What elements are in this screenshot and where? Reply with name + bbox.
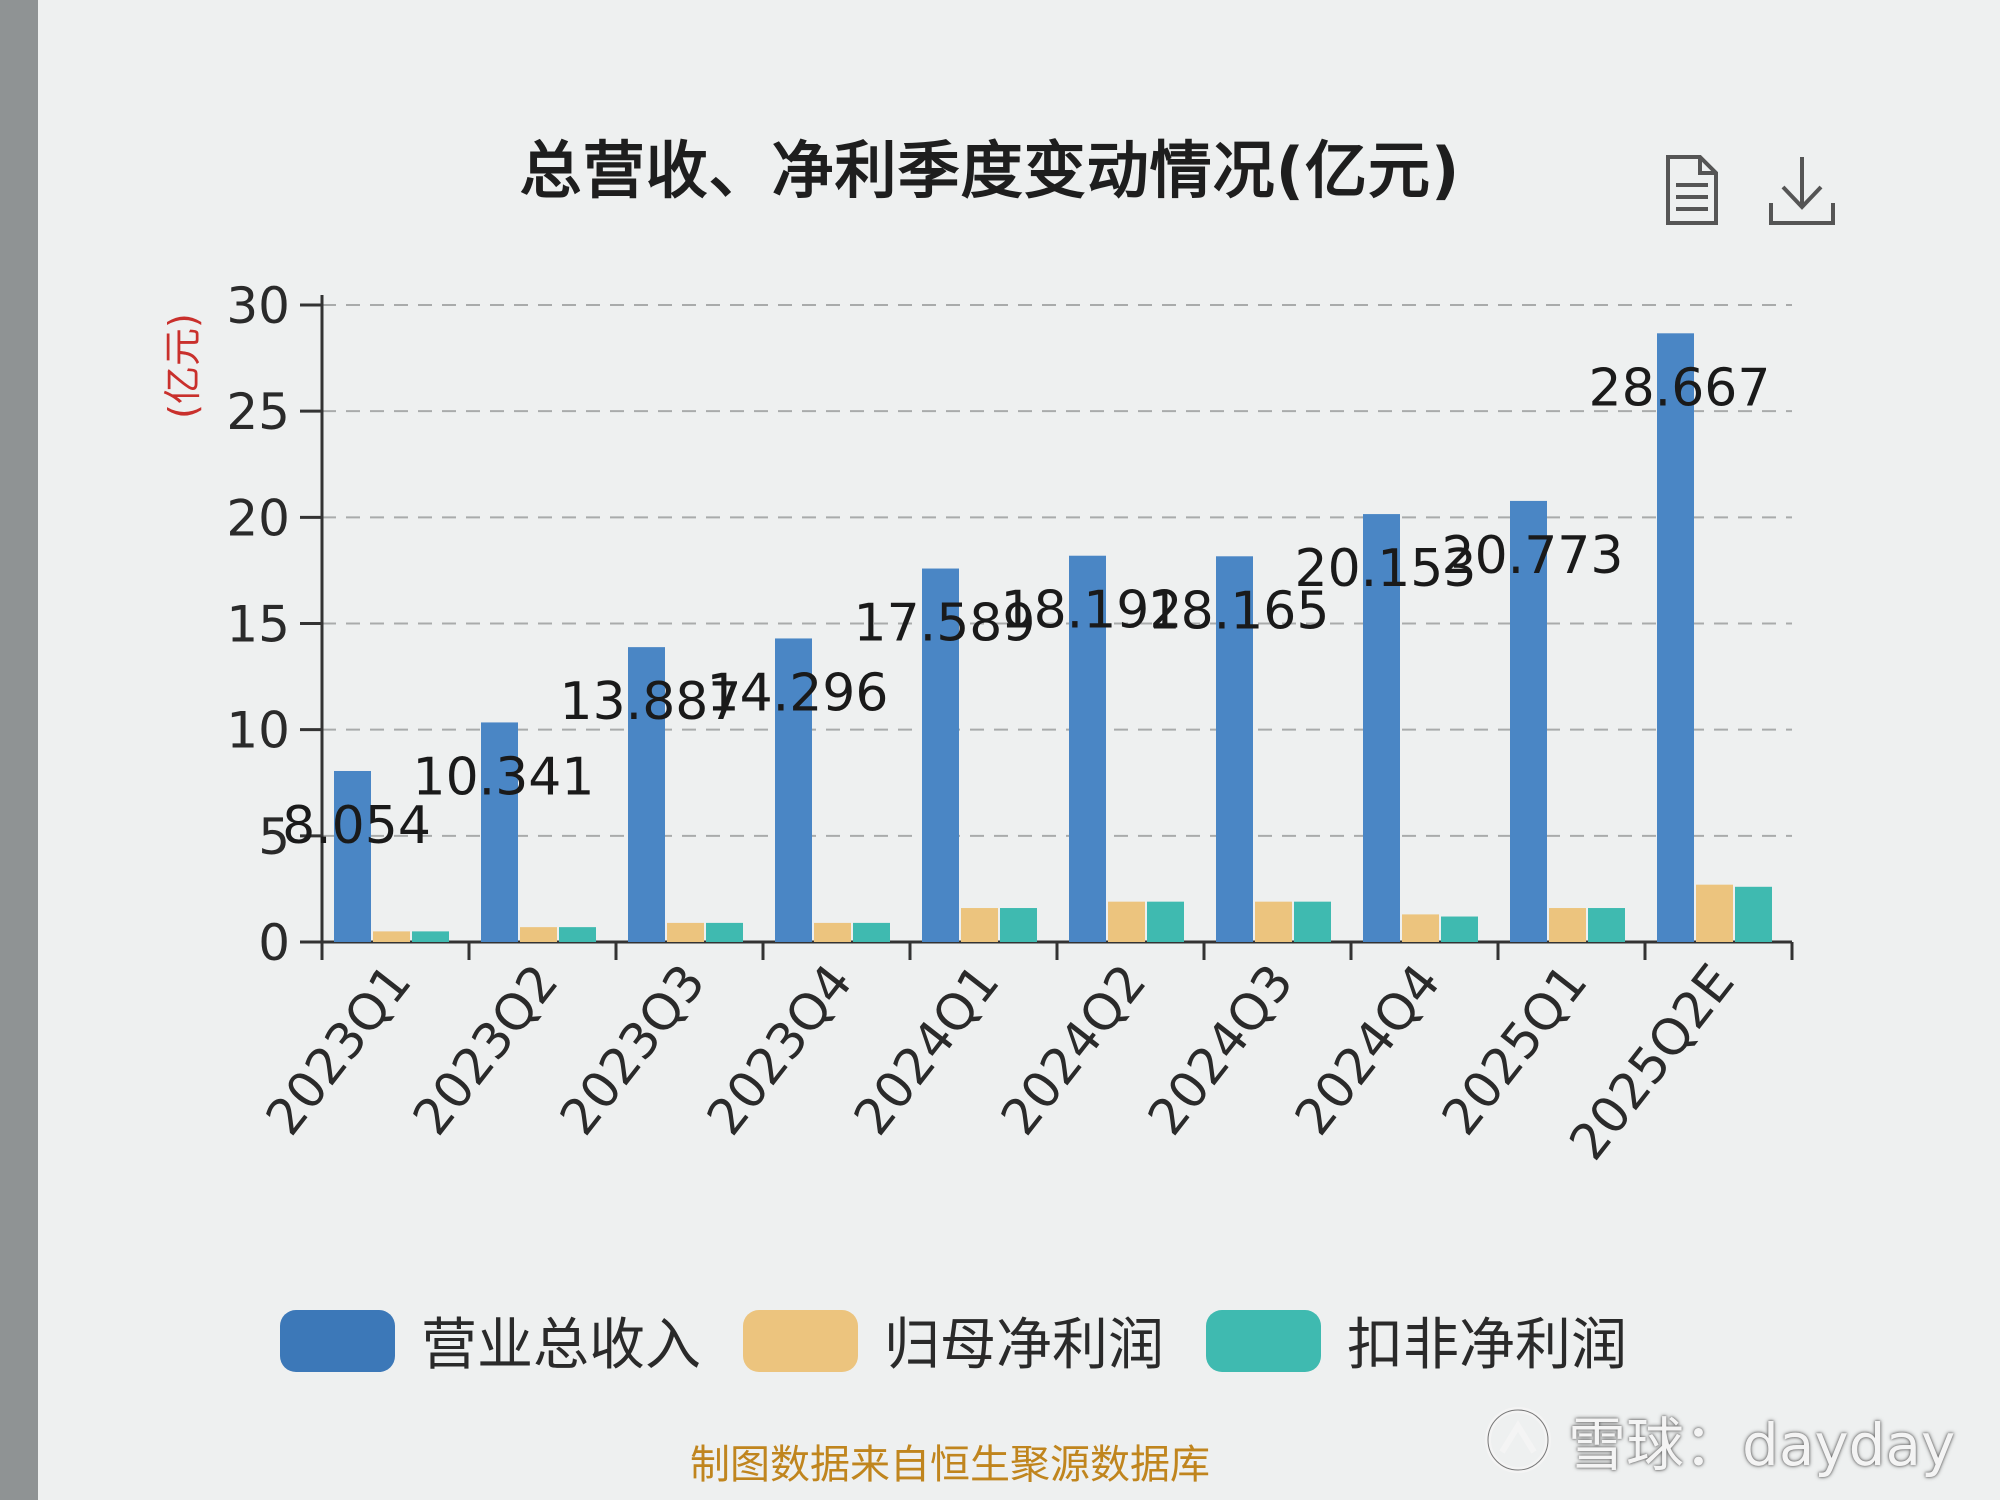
bar-deducted-profit	[1588, 908, 1625, 942]
data-label: 20.773	[1442, 526, 1624, 586]
bar-revenue	[775, 638, 812, 942]
y-tick-label: 0	[258, 914, 290, 972]
bar-net-profit	[373, 931, 410, 942]
source-note: 制图数据来自恒生聚源数据库	[690, 1442, 1210, 1488]
legend-label-revenue: 营业总收入	[421, 1313, 701, 1378]
data-label: 10.341	[413, 747, 595, 807]
watermark-text: 雪球：dayday	[1568, 1411, 1956, 1479]
download-icon	[1769, 157, 1835, 225]
x-tick-label: 2024Q1	[843, 954, 1011, 1146]
snowball-logo-icon	[1485, 1407, 1551, 1473]
bar-revenue	[1069, 555, 1106, 942]
bar-net-profit	[667, 922, 704, 942]
y-tick-label: 25	[226, 383, 290, 441]
legend: 营业总收入 归母净利润 扣非净利润	[280, 1300, 1669, 1381]
bar-deducted-profit	[1294, 901, 1331, 942]
bar-revenue	[628, 647, 665, 942]
bar-revenue	[1363, 514, 1400, 942]
x-tick-label: 2023Q2	[402, 954, 570, 1146]
bar-net-profit	[814, 922, 851, 942]
data-label: 20.153	[1295, 539, 1477, 599]
bar-net-profit	[520, 927, 557, 942]
data-label: 18.165	[1148, 581, 1330, 641]
data-label: 13.887	[560, 672, 742, 732]
bar-deducted-profit	[1147, 901, 1184, 942]
download-button[interactable]	[1762, 150, 1842, 230]
bar-deducted-profit	[412, 931, 449, 942]
legend-swatch-net-profit	[743, 1309, 858, 1372]
y-tick-label: 5	[258, 808, 290, 866]
watermark: 雪球：dayday	[1482, 1398, 1955, 1482]
bar-revenue	[1657, 333, 1694, 942]
data-label: 28.667	[1589, 358, 1771, 418]
legend-swatch-revenue	[280, 1309, 395, 1372]
bar-net-profit	[1108, 901, 1145, 942]
bar-revenue	[334, 770, 371, 942]
bar-deducted-profit	[559, 927, 596, 942]
legend-label-deducted-profit: 扣非净利润	[1347, 1313, 1627, 1378]
y-axis-label: (亿元)	[161, 313, 205, 419]
data-label: 14.296	[707, 663, 889, 723]
data-view-button[interactable]	[1652, 150, 1732, 230]
chart-title: 总营收、净利季度变动情况(亿元)	[519, 134, 1461, 207]
data-label: 8.054	[282, 796, 431, 856]
legend-label-net-profit: 归母净利润	[884, 1313, 1164, 1378]
data-label: 17.589	[854, 594, 1036, 654]
bar-revenue	[1510, 500, 1547, 942]
x-tick-label: 2024Q4	[1284, 954, 1452, 1146]
bar-deducted-profit	[1735, 886, 1772, 942]
bar-net-profit	[1549, 908, 1586, 942]
bar-net-profit	[961, 908, 998, 942]
screen-edge	[0, 0, 38, 1500]
document-icon	[1666, 155, 1718, 225]
bar-revenue	[481, 722, 518, 942]
bar-deducted-profit	[706, 922, 743, 942]
y-tick-label: 10	[226, 702, 290, 760]
legend-item-net-profit[interactable]: 归母净利润	[743, 1300, 1164, 1381]
bar-deducted-profit	[1000, 908, 1037, 942]
y-tick-label: 20	[226, 489, 290, 547]
bar-net-profit	[1402, 914, 1439, 942]
bar-net-profit	[1255, 901, 1292, 942]
x-tick-label: 2023Q4	[696, 954, 864, 1146]
bar-deducted-profit	[1441, 916, 1478, 942]
x-tick-label: 2023Q1	[255, 954, 423, 1146]
legend-swatch-deducted-profit	[1206, 1309, 1321, 1372]
x-tick-label: 2024Q2	[990, 954, 1158, 1146]
legend-item-revenue[interactable]: 营业总收入	[280, 1300, 701, 1381]
bar-deducted-profit	[853, 922, 890, 942]
y-tick-label: 15	[226, 596, 290, 654]
bar-revenue	[1216, 556, 1253, 942]
x-tick-label: 2023Q3	[549, 954, 717, 1146]
y-tick-label: 30	[226, 277, 290, 335]
data-label: 18.192	[1001, 581, 1183, 641]
legend-item-deducted-profit[interactable]: 扣非净利润	[1206, 1300, 1627, 1381]
bar-net-profit	[1696, 884, 1733, 942]
bar-chart: 0 5 10 15 20 25 30 (亿元) 2023Q12023Q22023Q32023Q4…	[161, 277, 1794, 1171]
x-tick-label: 2024Q3	[1137, 954, 1305, 1146]
bar-revenue	[922, 568, 959, 942]
